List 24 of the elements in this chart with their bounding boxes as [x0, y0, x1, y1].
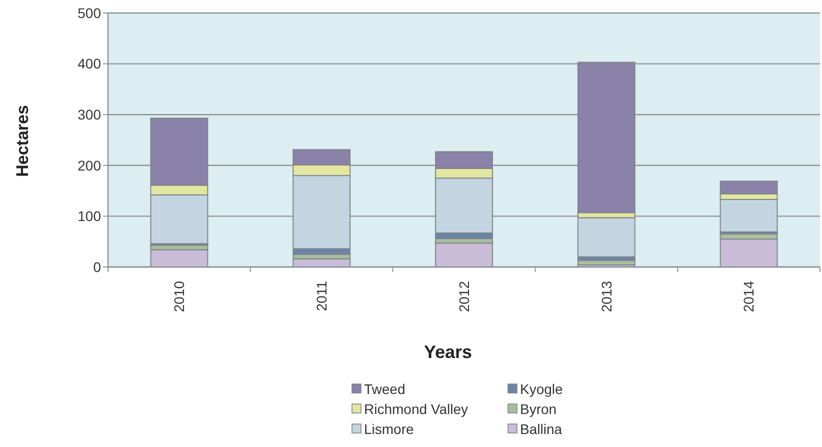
x-tick-label: 2014 — [740, 280, 757, 312]
y-tick-label: 500 — [78, 4, 102, 21]
y-tick-label: 300 — [78, 106, 102, 122]
x-axis-title: Years — [424, 342, 472, 362]
legend-label: Tweed — [364, 380, 406, 397]
y-tick-label: 200 — [78, 157, 102, 174]
x-tick-label: 2010 — [171, 280, 188, 312]
bar — [150, 249, 208, 268]
legend-label: Lismore — [364, 420, 414, 437]
bar — [720, 198, 778, 232]
bar — [720, 238, 778, 268]
y-axis-title: Hectares — [12, 105, 32, 177]
bar — [435, 242, 493, 268]
legend-label: Richmond Valley — [364, 400, 468, 417]
legend-label: Ballina — [520, 420, 562, 437]
y-tick-label: 100 — [78, 208, 102, 224]
legend-label: Byron — [520, 400, 557, 417]
bar — [577, 217, 636, 258]
y-tick-label: 0 — [93, 258, 102, 275]
y-tick-label: 400 — [78, 56, 102, 72]
x-tick-label: 2013 — [598, 280, 614, 312]
legend-label: Kyogle — [520, 380, 564, 397]
x-tick-label: 2011 — [314, 280, 330, 312]
x-tick-label: 2012 — [456, 280, 472, 312]
